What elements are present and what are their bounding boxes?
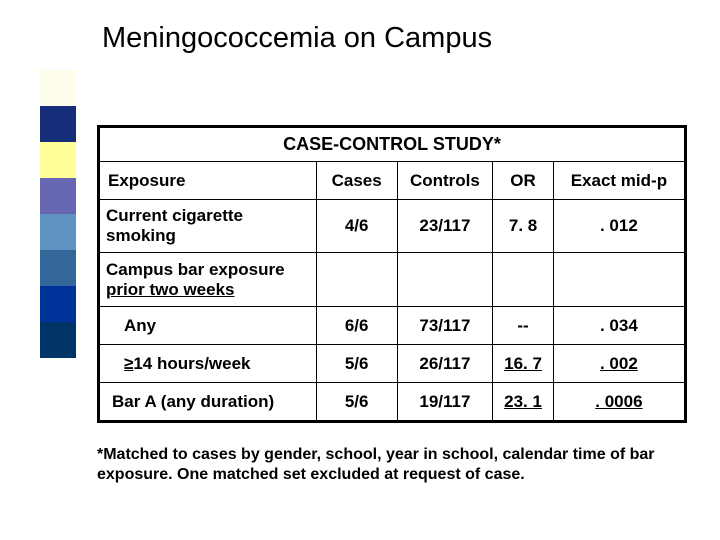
cell: -- (493, 307, 554, 345)
cell: . 012 (553, 200, 684, 253)
row-label-ge14: ≥14 hours/week (100, 345, 317, 383)
table-row: Any 6/6 73/117 -- . 034 (100, 307, 685, 345)
cell: 4/6 (316, 200, 397, 253)
sidebar-block (40, 106, 76, 142)
row-label-barA: Bar A (any duration) (100, 383, 317, 421)
slide-title: Meningococcemia on Campus (102, 22, 492, 55)
row-label-smoking: Current cigarette smoking (100, 200, 317, 253)
cell: 23. 1 (493, 383, 554, 421)
table-section-header: Campus bar exposure prior two weeks (100, 253, 685, 307)
col-controls: Controls (397, 162, 493, 200)
cell-empty (397, 253, 493, 307)
sidebar-block (40, 178, 76, 214)
col-midp: Exact mid-p (553, 162, 684, 200)
sidebar-block (40, 142, 76, 178)
col-or: OR (493, 162, 554, 200)
cell: . 034 (553, 307, 684, 345)
table-column-headers: Exposure Cases Controls OR Exact mid-p (100, 162, 685, 200)
cell-empty (316, 253, 397, 307)
row-label-any: Any (100, 307, 317, 345)
cell: 5/6 (316, 345, 397, 383)
cell: . 0006 (553, 383, 684, 421)
cell-empty (493, 253, 554, 307)
cell: 26/117 (397, 345, 493, 383)
table-study-header: CASE-CONTROL STUDY* (100, 128, 685, 162)
sidebar-block (40, 322, 76, 358)
study-header-cell: CASE-CONTROL STUDY* (100, 128, 685, 162)
table-row: Current cigarette smoking 4/6 23/117 7. … (100, 200, 685, 253)
sidebar-block (40, 250, 76, 286)
cell: 5/6 (316, 383, 397, 421)
cell: 19/117 (397, 383, 493, 421)
cell: 23/117 (397, 200, 493, 253)
sidebar-block (40, 286, 76, 322)
footnote: *Matched to cases by gender, school, yea… (97, 445, 687, 485)
cell-empty (553, 253, 684, 307)
cell: . 002 (553, 345, 684, 383)
decorative-sidebar (40, 70, 76, 358)
table-row: ≥14 hours/week 5/6 26/117 16. 7 . 002 (100, 345, 685, 383)
col-cases: Cases (316, 162, 397, 200)
table-row: Bar A (any duration) 5/6 19/117 23. 1 . … (100, 383, 685, 421)
cell: 73/117 (397, 307, 493, 345)
section-label: Campus bar exposure prior two weeks (100, 253, 317, 307)
cell: 16. 7 (493, 345, 554, 383)
col-exposure: Exposure (100, 162, 317, 200)
sidebar-block (40, 214, 76, 250)
cell: 7. 8 (493, 200, 554, 253)
sidebar-block (40, 70, 76, 106)
cell: 6/6 (316, 307, 397, 345)
case-control-table: CASE-CONTROL STUDY* Exposure Cases Contr… (97, 125, 687, 423)
